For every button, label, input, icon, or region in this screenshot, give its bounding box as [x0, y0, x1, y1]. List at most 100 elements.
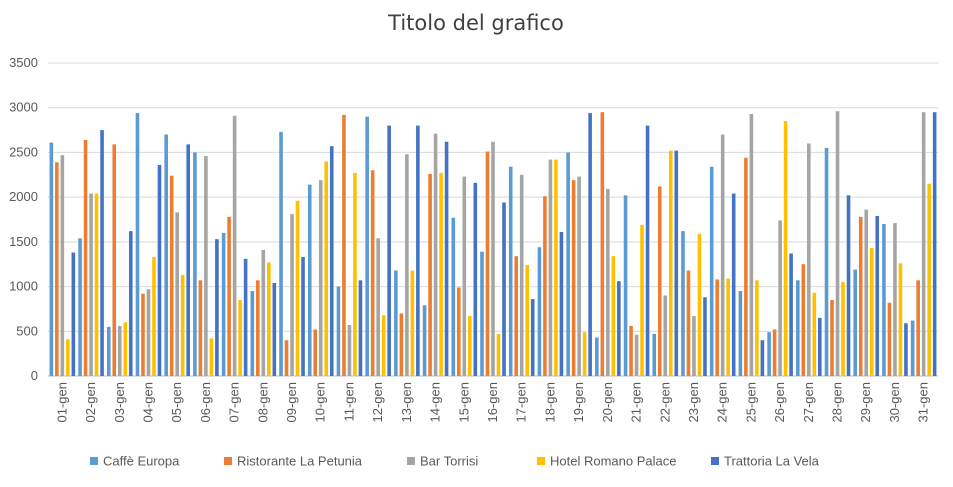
bar — [71, 252, 76, 376]
bar — [755, 280, 759, 376]
bar — [853, 269, 858, 376]
bar — [588, 113, 592, 376]
bar — [548, 159, 553, 376]
bar — [422, 305, 427, 376]
bar — [100, 130, 104, 376]
legend-swatch — [407, 457, 415, 465]
bar — [611, 256, 616, 376]
x-tick-label: 08-gen — [255, 382, 270, 422]
bar — [467, 316, 472, 376]
bar — [232, 115, 237, 376]
bars — [49, 111, 937, 377]
bar — [146, 289, 151, 376]
x-tick-label: 14-gen — [428, 382, 443, 422]
bar — [157, 164, 162, 376]
bar — [313, 329, 318, 376]
bar — [709, 166, 714, 376]
bar — [893, 223, 897, 376]
bar — [783, 121, 788, 376]
bar — [629, 325, 633, 376]
bar — [571, 180, 576, 376]
bar — [789, 253, 793, 376]
legend-item: Bar Torrisi — [407, 454, 478, 469]
bar — [537, 247, 542, 376]
bar — [491, 141, 495, 376]
bar — [49, 142, 54, 376]
x-tick-label: 31-gen — [916, 382, 931, 422]
x-tick-label: 24-gen — [715, 382, 730, 422]
bar — [812, 292, 817, 376]
bar — [668, 150, 673, 376]
legend-swatch — [224, 457, 232, 465]
x-tick-label: 17-gen — [514, 382, 529, 422]
bar — [209, 338, 214, 376]
bar — [554, 159, 558, 376]
bar — [272, 282, 277, 376]
bar — [83, 139, 88, 376]
x-tick-label: 23-gen — [686, 382, 701, 422]
bar — [502, 202, 506, 376]
bar — [858, 216, 863, 376]
bar — [898, 263, 903, 376]
bar — [89, 193, 93, 376]
bar — [444, 141, 449, 376]
bar — [329, 146, 334, 376]
bar — [595, 337, 599, 376]
x-tick-label: 21-gen — [629, 382, 644, 422]
bar — [307, 184, 312, 376]
y-tick-label: 1500 — [9, 234, 38, 249]
bar — [433, 133, 438, 376]
bar — [496, 333, 501, 376]
bar — [405, 154, 409, 376]
bar — [180, 274, 185, 376]
x-tick-label: 06-gen — [198, 382, 213, 422]
legend-item: Trattoria La Vela — [711, 454, 820, 469]
bar — [663, 295, 668, 376]
x-tick-label: 09-gen — [284, 382, 299, 422]
bar — [904, 323, 908, 376]
bar — [60, 155, 65, 376]
x-tick-label: 15-gen — [456, 382, 471, 422]
bar — [577, 176, 581, 376]
bar — [652, 333, 657, 376]
bar — [462, 176, 467, 376]
bar — [456, 287, 461, 376]
y-axis: 0 500 1000 1500 2000 2500 3000 3500 — [9, 55, 38, 383]
bar — [221, 232, 226, 376]
legend-swatch — [711, 457, 719, 465]
bar — [600, 112, 605, 376]
bar — [135, 113, 140, 376]
bar — [530, 299, 535, 376]
bar — [141, 293, 145, 376]
x-tick-label: 03-gen — [112, 382, 127, 422]
bar — [123, 322, 128, 376]
bar — [284, 340, 289, 376]
bar — [370, 170, 375, 376]
bar — [697, 233, 702, 376]
bar — [686, 270, 691, 376]
bar — [66, 339, 70, 376]
bar — [267, 262, 271, 376]
x-tick-label: 25-gen — [743, 382, 758, 422]
bar — [342, 114, 346, 377]
x-tick-label: 20-gen — [600, 382, 615, 422]
bar — [78, 238, 82, 376]
bar — [186, 144, 190, 376]
legend-swatch — [537, 457, 545, 465]
bar — [807, 143, 811, 376]
bar — [543, 196, 547, 376]
bar — [106, 326, 111, 376]
bar — [875, 215, 880, 376]
bar — [175, 212, 179, 376]
bar — [916, 280, 920, 376]
y-tick-label: 1000 — [9, 279, 38, 294]
bar — [818, 317, 822, 376]
bar — [410, 270, 415, 376]
y-tick-label: 2000 — [9, 189, 38, 204]
bar — [927, 183, 931, 376]
bar — [295, 200, 300, 376]
bar — [674, 150, 679, 376]
x-tick-label: 27-gen — [801, 382, 816, 422]
